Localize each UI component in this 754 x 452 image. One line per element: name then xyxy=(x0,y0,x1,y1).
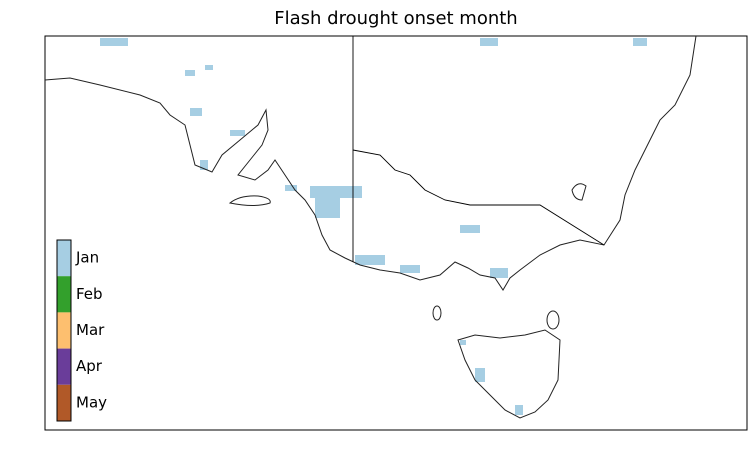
legend: Jan Feb Mar Apr May xyxy=(56,239,107,422)
legend-swatch xyxy=(57,240,71,277)
legend-label: Apr xyxy=(76,357,103,375)
legend-label: May xyxy=(76,393,107,411)
legend-label: Jan xyxy=(75,249,99,267)
state-borders xyxy=(352,36,605,262)
legend-outline xyxy=(56,239,72,422)
legend-swatch xyxy=(57,312,71,349)
drought-patches xyxy=(100,38,647,415)
legend-label: Mar xyxy=(76,321,105,339)
map-frame xyxy=(44,35,748,431)
map-title: Flash drought onset month xyxy=(274,8,517,29)
coastlines xyxy=(44,35,697,419)
legend-swatch xyxy=(57,384,71,421)
legend-label: Feb xyxy=(76,285,103,303)
legend-swatch xyxy=(57,348,71,385)
legend-swatch xyxy=(57,276,71,313)
